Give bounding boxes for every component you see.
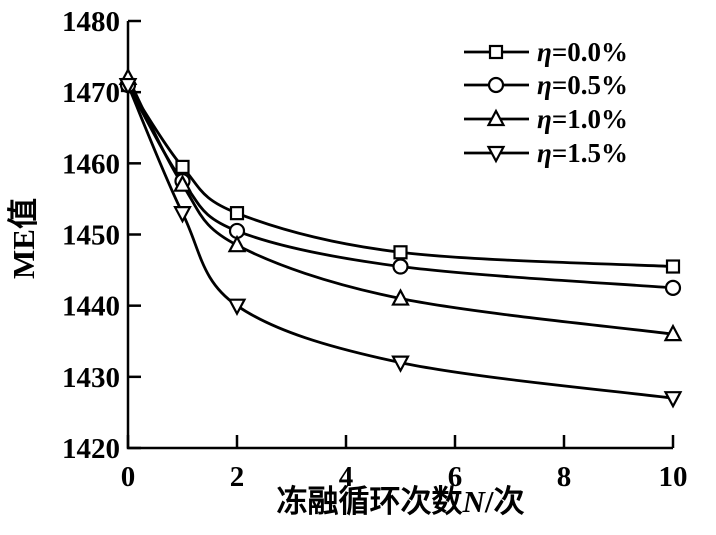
square-marker [665,259,681,274]
triangle-up-marker [173,174,192,192]
square-marker [175,159,190,174]
triangle-down-marker [663,391,683,409]
triangle-down-marker [227,298,247,316]
x-tick-label: 4 [339,461,354,493]
legend: η=0.0%η=0.5% η=1.0% η=1.5% [464,37,628,168]
legend-item: η=0.5% [464,70,628,100]
legend-label: η=0.0% [537,37,628,67]
series-line [126,77,674,336]
legend-item: η=1.5% [464,138,628,168]
x-tick-label: 10 [659,461,688,493]
legend-label: η=0.5% [537,70,628,100]
square-marker [393,245,408,260]
y-tick-label: 1420 [62,433,120,465]
square-marker [229,206,245,221]
x-tick-label: 8 [557,461,572,493]
circle-marker [487,76,505,94]
series-line [126,84,674,400]
y-tick-label: 1470 [62,77,120,109]
x-axis-title: 冻融循环次数N/次 [276,484,524,519]
series-markers [118,67,683,409]
series-marker-group [118,77,683,409]
circle-marker [392,258,409,275]
y-tick-label: 1450 [62,220,120,252]
square-marker [488,44,504,60]
x-tick-label: 0 [121,461,136,493]
y-tick-label: 1430 [62,362,120,394]
y-tick-label: 1440 [62,291,120,323]
legend-label: η=1.5% [537,138,628,168]
x-tick-label: 6 [448,461,463,493]
triangle-up-marker [486,108,506,127]
triangle-down-marker [118,77,138,96]
triangle-up-marker [227,234,247,253]
triangle-down-marker [173,206,192,224]
legend-item: η=0.0% [464,37,628,67]
circle-marker [664,279,682,296]
y-tick-label: 1460 [62,148,120,180]
triangle-up-marker [663,323,683,342]
triangle-up-marker [391,288,410,306]
axes: 1420 1430 1440 1450 1460 1470 1480 0 2 4 6 8 10 [62,6,688,493]
triangle-down-marker [486,145,506,164]
series-line [126,84,674,268]
legend-label: η=1.0% [537,104,628,134]
y-axis-title: ME值 [6,198,41,279]
series-curves [126,77,674,400]
y-tick-label: 1480 [62,6,120,38]
legend-item: η=1.0% [464,104,628,134]
triangle-down-marker [391,355,410,373]
x-tick-label: 2 [230,461,245,493]
